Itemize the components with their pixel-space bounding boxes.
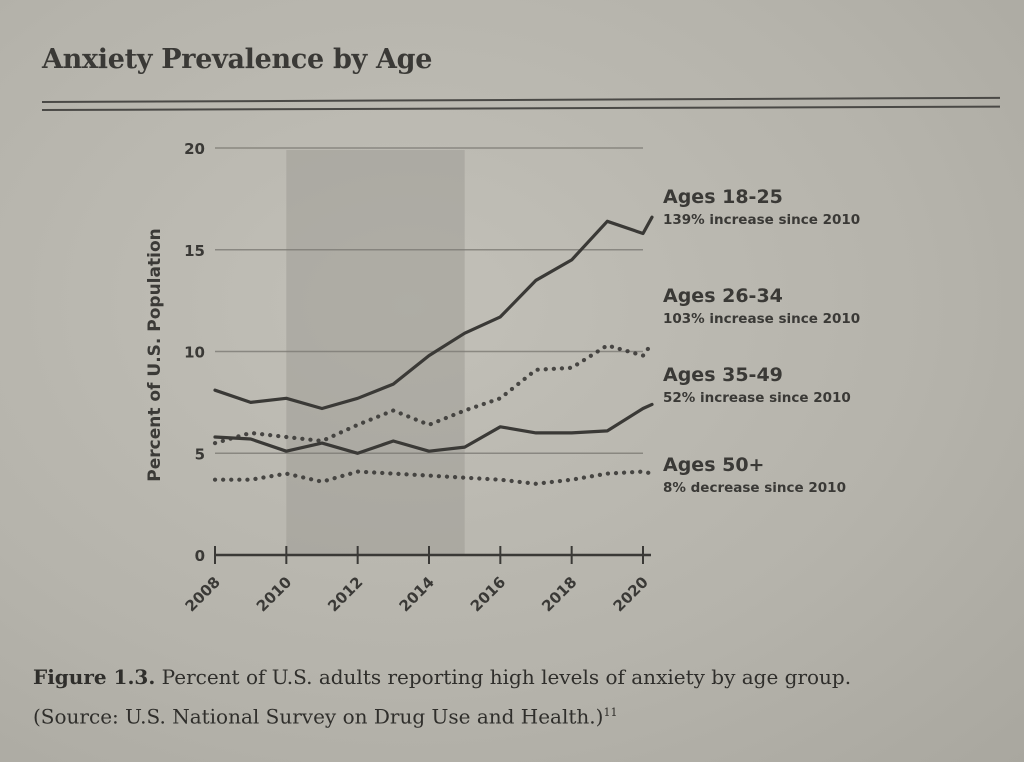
series-line-ages-35-49	[213, 402, 654, 455]
shaded-period-region	[286, 150, 465, 555]
annotation-ages-26-34: Ages 26-34 103% increase since 2010	[663, 285, 860, 327]
series-label: Ages 26-34	[663, 285, 783, 307]
series-line-ages-18-25	[213, 215, 654, 411]
series-line-ages-50-	[212, 469, 655, 486]
caption-source: (Source: U.S. National Survey on Drug Us…	[33, 704, 604, 729]
series-annotation: 52% increase since 2010	[663, 390, 851, 406]
series-line-ages-26-34	[212, 341, 655, 446]
series-annotation: 103% increase since 2010	[663, 311, 861, 327]
x-tick-label: 2008	[182, 573, 224, 615]
y-tick-label: 10	[184, 344, 205, 362]
x-tick-label: 2010	[253, 573, 295, 615]
chart-title: Anxiety Prevalence by Age	[42, 44, 433, 75]
figure-label: Figure 1.3.	[33, 665, 156, 689]
y-axis-label: Percent of U.S. Population	[145, 228, 165, 482]
x-tick-label: 2016	[467, 573, 509, 615]
x-tick-label: 2020	[610, 573, 652, 615]
annotation-ages-50-plus: Ages 50+ 8% decrease since 2010	[663, 454, 846, 496]
annotation-ages-35-49: Ages 35-49 52% increase since 2010	[663, 364, 851, 406]
x-tick-label: 2014	[396, 573, 438, 615]
caption-text: Percent of U.S. adults reporting high le…	[155, 665, 852, 689]
series-label: Ages 35-49	[663, 364, 783, 386]
series-annotation: 8% decrease since 2010	[663, 480, 846, 496]
series-label: Ages 50+	[663, 454, 765, 476]
x-tick-label: 2012	[324, 573, 366, 615]
y-tick-label: 15	[184, 242, 205, 260]
y-tick-label: 5	[195, 445, 205, 463]
annotation-ages-18-25: Ages 18-25 139% increase since 2010	[663, 186, 860, 228]
footnote-marker: 11	[603, 706, 618, 719]
y-tick-label: 20	[184, 140, 205, 158]
series-label: Ages 18-25	[663, 186, 783, 208]
x-tick-label: 2018	[538, 573, 580, 615]
y-tick-label: 0	[195, 547, 205, 565]
series-annotation: 139% increase since 2010	[663, 212, 861, 228]
figure-caption: Figure 1.3. Percent of U.S. adults repor…	[33, 660, 1013, 735]
